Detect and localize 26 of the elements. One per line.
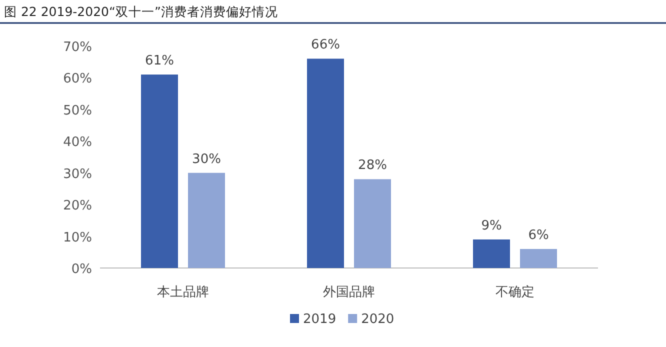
y-tick-label: 30%: [63, 166, 92, 182]
y-tick-label: 50%: [63, 103, 92, 118]
y-tick-label: 0%: [71, 262, 92, 277]
bar: [520, 248, 557, 268]
data-label: 28%: [358, 158, 387, 174]
data-label: 61%: [145, 54, 174, 69]
data-label: 30%: [192, 152, 221, 167]
data-label: 9%: [481, 218, 502, 234]
y-tick-label: 40%: [63, 135, 92, 150]
bar: [307, 58, 344, 268]
y-tick-label: 70%: [63, 40, 92, 55]
legend-label: 2020: [361, 312, 394, 327]
y-tick-label: 10%: [63, 230, 92, 246]
bar: [354, 179, 391, 268]
x-tick-label: 本土品牌: [157, 285, 209, 300]
bar: [141, 74, 178, 268]
x-tick-label: 外国品牌: [323, 285, 375, 300]
bar: [473, 239, 510, 268]
chart-title: 图 22 2019-2020“双十一”消费者消费偏好情况: [4, 4, 278, 19]
legend-label: 2019: [303, 312, 336, 327]
y-tick-label: 60%: [63, 72, 92, 87]
bar: [188, 172, 225, 268]
x-tick-label: 不确定: [496, 285, 534, 300]
y-tick-label: 20%: [63, 198, 92, 214]
data-label: 66%: [311, 38, 340, 53]
data-label: 6%: [528, 228, 549, 243]
